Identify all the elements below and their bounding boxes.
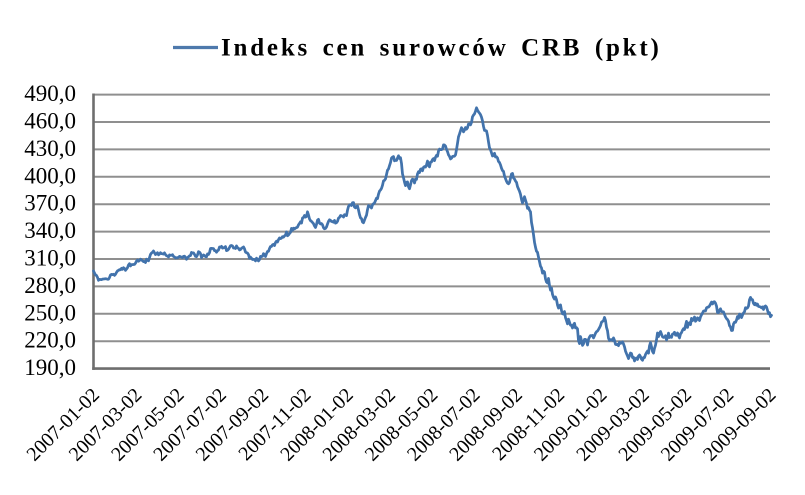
svg-text:400,0: 400,0 [24, 163, 76, 188]
svg-text:430,0: 430,0 [24, 136, 76, 161]
svg-text:190,0: 190,0 [24, 355, 76, 380]
svg-text:370,0: 370,0 [24, 191, 76, 216]
svg-text:460,0: 460,0 [24, 109, 76, 134]
svg-text:220,0: 220,0 [24, 328, 76, 353]
svg-text:280,0: 280,0 [24, 273, 76, 298]
svg-text:250,0: 250,0 [24, 300, 76, 325]
svg-text:Indeks cen surowców CRB (pkt): Indeks cen surowców CRB (pkt) [221, 35, 662, 62]
svg-text:490,0: 490,0 [24, 81, 76, 106]
svg-text:310,0: 310,0 [24, 246, 76, 271]
svg-text:340,0: 340,0 [24, 218, 76, 243]
